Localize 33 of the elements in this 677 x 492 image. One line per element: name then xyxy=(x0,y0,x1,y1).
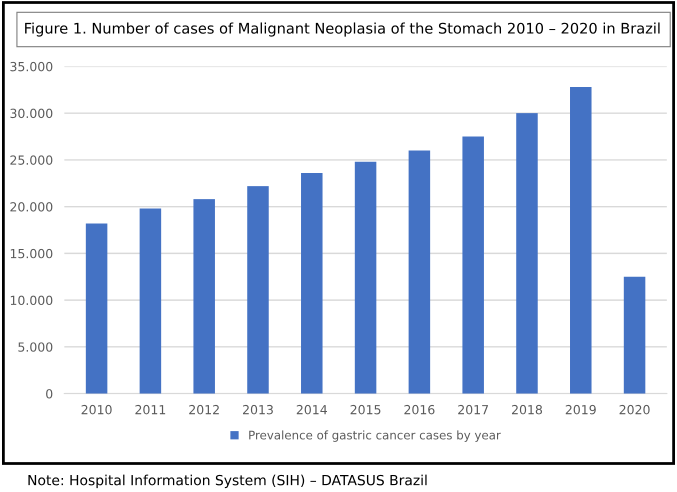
y-tick-label: 25.000 xyxy=(10,155,52,165)
bar xyxy=(354,162,376,394)
y-tick-label: 35.000 xyxy=(10,62,52,72)
x-tick-label: 2019 xyxy=(566,404,596,414)
y-tick-label: 10.000 xyxy=(10,296,52,306)
y-tick-label: 5.000 xyxy=(18,342,52,352)
y-tick-label: 15.000 xyxy=(10,248,52,258)
bar xyxy=(140,208,162,394)
x-tick-label: 2017 xyxy=(458,404,488,414)
x-tick-label: 2014 xyxy=(296,404,327,414)
text: Note: Hospital Information System (SIH) – DATASUS Brazil xyxy=(28,474,427,488)
y-tick-label: 20.000 xyxy=(10,202,52,212)
y-tick-label: 0 xyxy=(46,389,52,399)
chart-title: Figure 1. Number of cases of Malignant Neoplasia of the Stomach 2010 – 2020 in Brazil xyxy=(25,22,660,37)
x-tick-label: 2020 xyxy=(620,404,650,414)
bar xyxy=(408,150,430,394)
legend-label: Prevalence of gastric cancer cases by year xyxy=(249,430,501,442)
y-tick-label: 30.000 xyxy=(10,108,52,118)
bar xyxy=(193,199,215,394)
x-tick-label: 2016 xyxy=(404,404,434,414)
x-tick-label: 2018 xyxy=(512,404,542,414)
x-tick-label: 2010 xyxy=(82,404,112,414)
bar xyxy=(570,86,592,394)
x-tick-label: 2015 xyxy=(350,404,380,414)
bar xyxy=(301,172,323,394)
bar xyxy=(624,276,646,394)
x-tick-label: 2011 xyxy=(135,404,166,414)
x-tick-label: 2012 xyxy=(189,404,219,414)
bar xyxy=(86,223,108,394)
x-tick-label: 2013 xyxy=(242,404,273,414)
bar xyxy=(247,186,269,394)
bar xyxy=(516,113,538,394)
bar xyxy=(462,136,484,394)
